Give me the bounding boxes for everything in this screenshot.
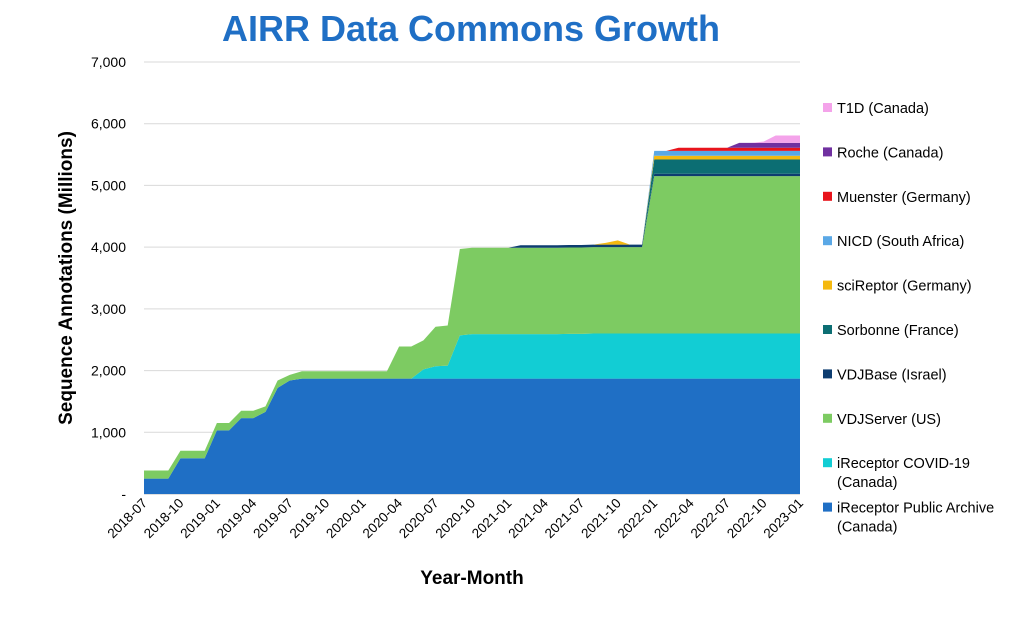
y-tick-label: 3,000 — [91, 301, 126, 317]
x-tick-label: 2022-07 — [688, 496, 734, 542]
legend-label: T1D (Canada) — [837, 101, 929, 117]
y-tick-label: - — [121, 486, 126, 502]
x-tick-label: 2022-01 — [615, 496, 661, 542]
x-tick-label: 2021-01 — [469, 496, 515, 542]
y-axis-ticks: - 1,000 2,000 3,000 4,000 5,000 6,000 7,000 — [91, 54, 126, 502]
y-axis-label: Sequence Annotations (Millions) — [56, 131, 77, 425]
x-tick-label: 2021-10 — [578, 496, 624, 542]
x-axis-label: Year-Month — [420, 568, 523, 589]
x-tick-label: 2022-10 — [724, 496, 770, 542]
x-tick-label: 2021-07 — [542, 496, 588, 542]
x-tick-label: 2018-10 — [141, 496, 187, 542]
legend-swatch — [823, 369, 832, 379]
legend-label: VDJServer (US) — [837, 412, 941, 428]
x-tick-label: 2020-10 — [432, 496, 478, 542]
y-tick-label: 2,000 — [91, 363, 126, 379]
legend-label: Muenster (Germany) — [837, 190, 971, 206]
x-tick-label: 2020-07 — [396, 496, 442, 542]
legend-label: NICD (South Africa) — [837, 234, 964, 250]
y-tick-label: 5,000 — [91, 177, 126, 193]
y-tick-label: 6,000 — [91, 116, 126, 132]
legend-swatch — [823, 280, 832, 290]
x-tick-label: 2019-10 — [287, 496, 333, 542]
legend-label: Sorbonne (France) — [837, 323, 959, 339]
legend-label: iReceptor Public Archive (Canada) — [837, 501, 994, 536]
legend-swatch — [823, 236, 832, 246]
legend-swatch — [823, 502, 832, 512]
x-tick-label: 2019-07 — [250, 496, 296, 542]
area-ireceptor-public-archive-canada — [144, 378, 800, 494]
y-tick-label: 4,000 — [91, 239, 126, 255]
x-axis-ticks: 2018-072018-102019-012019-042019-072019-… — [104, 495, 806, 541]
legend-label: Roche (Canada) — [837, 145, 943, 161]
x-tick-label: 2019-01 — [177, 496, 223, 542]
y-tick-label: 1,000 — [91, 424, 126, 440]
area-vdjserver-us — [144, 176, 800, 479]
legend-swatch — [823, 458, 832, 468]
legend-label: iReceptor COVID-19 (Canada) — [837, 456, 970, 491]
y-tick-label: 7,000 — [91, 54, 126, 70]
legend-swatch — [823, 191, 832, 201]
legend-swatch — [823, 413, 832, 423]
legend-swatch — [823, 325, 832, 334]
x-tick-label: 2023-01 — [760, 496, 806, 542]
legend-label: sciReptor (Germany) — [837, 279, 972, 295]
x-tick-label: 2018-07 — [104, 496, 150, 542]
chart-title: AIRR Data Commons Growth — [221, 8, 721, 49]
legend-swatch — [823, 147, 832, 157]
legend-swatch — [823, 103, 832, 112]
legend-label: VDJBase (Israel) — [837, 367, 947, 383]
area-ireceptor-covid-19-canada — [144, 333, 800, 479]
x-tick-label: 2020-01 — [323, 496, 369, 542]
stacked-areas — [144, 135, 800, 494]
legend: T1D (Canada) Roche (Canada) Muenster (Germ… — [823, 101, 994, 536]
